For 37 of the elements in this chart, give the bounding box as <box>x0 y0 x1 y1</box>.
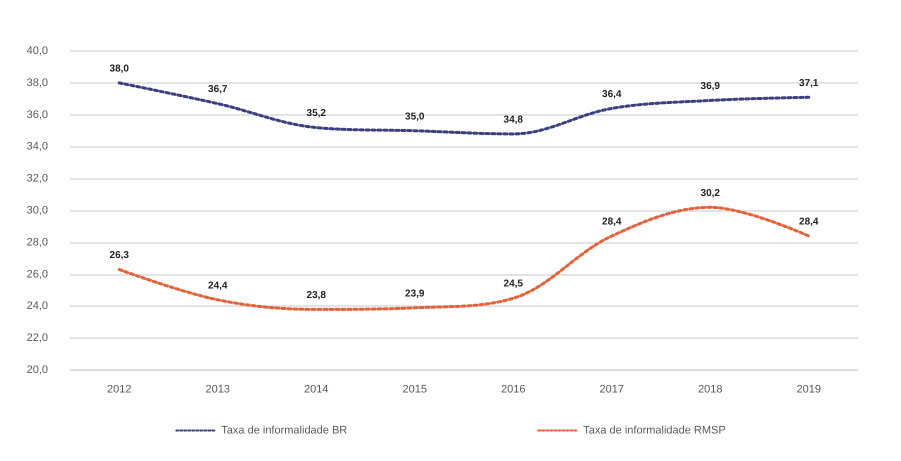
y-tick-label: 36,0 <box>26 108 48 121</box>
y-tick-label: 26,0 <box>26 268 48 280</box>
data-label: 35,2 <box>306 108 326 120</box>
data-label: 36,7 <box>208 84 228 96</box>
x-tick-label: 2013 <box>206 384 230 396</box>
data-label: 35,0 <box>405 111 425 122</box>
y-tick-label: 32,0 <box>26 172 48 185</box>
legend-label: Taxa de informalidade RMSP <box>583 424 726 436</box>
x-tick-label: 2016 <box>501 384 526 396</box>
data-label: 28,4 <box>602 216 622 228</box>
legend-label: Taxa de informalidade BR <box>221 424 348 436</box>
data-label: 24,4 <box>208 280 228 292</box>
x-tick-label: 2018 <box>698 384 722 396</box>
data-label: 30,2 <box>700 188 720 199</box>
data-label: 28,4 <box>799 216 819 228</box>
y-tick-label: 38,0 <box>26 76 48 89</box>
data-label: 38,0 <box>110 63 130 74</box>
data-label: 24,5 <box>504 278 524 290</box>
y-tick-label: 28,0 <box>26 236 48 248</box>
data-label: 34,8 <box>504 114 524 126</box>
y-tick-label: 20,0 <box>26 364 48 376</box>
data-label: 37,1 <box>799 78 819 89</box>
x-tick-label: 2019 <box>796 384 821 396</box>
x-tick-label: 2014 <box>304 384 328 396</box>
data-label: 23,9 <box>405 288 425 300</box>
y-tick-label: 40,0 <box>26 45 48 57</box>
y-tick-label: 24,0 <box>26 300 48 312</box>
data-label: 36,4 <box>602 88 622 100</box>
data-label: 23,8 <box>306 290 326 301</box>
x-tick-label: 2012 <box>107 384 132 396</box>
y-tick-label: 34,0 <box>26 140 48 153</box>
x-tick-label: 2017 <box>600 384 624 396</box>
data-label: 26,3 <box>110 250 130 262</box>
y-tick-label: 22,0 <box>26 332 48 344</box>
y-tick-label: 30,0 <box>26 204 48 216</box>
data-label: 36,9 <box>700 80 720 92</box>
x-tick-label: 2015 <box>402 384 427 396</box>
